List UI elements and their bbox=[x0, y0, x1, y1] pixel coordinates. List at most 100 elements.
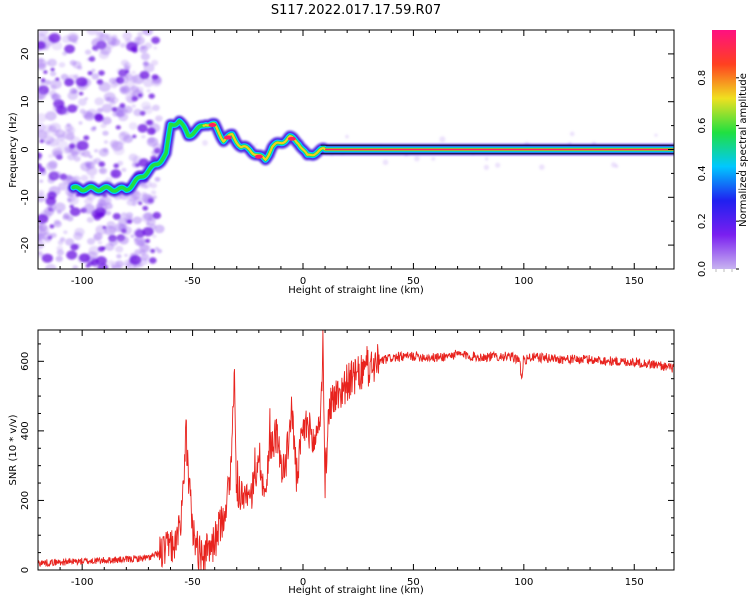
noise-blob bbox=[155, 115, 163, 122]
noise-blob bbox=[94, 97, 104, 106]
noise-blob bbox=[138, 201, 143, 205]
noise-blob bbox=[95, 207, 102, 213]
noise-blob bbox=[84, 160, 92, 167]
noise-blob bbox=[48, 153, 54, 159]
noise-blob bbox=[141, 191, 147, 197]
noise-blob bbox=[104, 225, 116, 236]
noise-blob bbox=[56, 245, 64, 252]
noise-blob bbox=[72, 265, 79, 269]
spectrogram-x-ticks: -100 -50 0 50 100 150 bbox=[37, 30, 657, 287]
noise-blob bbox=[80, 174, 89, 182]
noise-blob bbox=[89, 175, 95, 180]
noise-blob bbox=[146, 89, 151, 93]
spectrogram-x-tick-label: 0 bbox=[300, 276, 306, 287]
noise-blob bbox=[46, 161, 57, 171]
noise-blob bbox=[69, 207, 81, 217]
noise-blob bbox=[123, 65, 131, 71]
noise-blob bbox=[144, 238, 151, 244]
colorbar-tick-label: 0.0 bbox=[697, 261, 708, 277]
noise-blob bbox=[47, 191, 57, 200]
colorbar-tick-label: 0.8 bbox=[697, 70, 708, 86]
snr-x-label: Height of straight line (km) bbox=[288, 585, 424, 596]
noise-blob bbox=[101, 246, 106, 250]
noise-blob bbox=[38, 163, 42, 169]
noise-blob bbox=[141, 101, 151, 110]
noise-blob bbox=[44, 79, 51, 86]
noise-blob bbox=[55, 77, 60, 81]
noise-blob bbox=[115, 245, 124, 253]
noise-blob bbox=[439, 136, 446, 143]
noise-blob bbox=[45, 111, 57, 121]
ridge-hotspot bbox=[223, 135, 232, 140]
noise-blob bbox=[84, 197, 93, 205]
noise-blob bbox=[56, 134, 66, 142]
noise-blob bbox=[62, 215, 69, 220]
noise-blob bbox=[108, 77, 117, 84]
noise-blob bbox=[148, 93, 155, 99]
noise-blob bbox=[121, 225, 132, 235]
noise-blob bbox=[152, 211, 162, 220]
noise-blob bbox=[153, 46, 158, 50]
noise-blob bbox=[69, 60, 77, 66]
noise-blob bbox=[38, 228, 47, 236]
noise-blob bbox=[83, 204, 96, 214]
snr-x-ticks: -100 -50 0 50 100 150 bbox=[37, 330, 657, 588]
noise-blob bbox=[152, 104, 160, 112]
noise-blob bbox=[44, 130, 51, 136]
noise-blob bbox=[86, 238, 96, 245]
noise-blob bbox=[38, 234, 42, 241]
noise-blob bbox=[98, 70, 105, 76]
colorbar-tick-label: 0.4 bbox=[697, 165, 708, 181]
noise-blob bbox=[41, 85, 49, 91]
noise-blob bbox=[90, 159, 97, 165]
noise-blob bbox=[101, 103, 113, 113]
noise-blob bbox=[96, 202, 103, 209]
noise-blob bbox=[118, 131, 130, 141]
noise-blob bbox=[38, 250, 44, 259]
noise-blob bbox=[154, 246, 159, 251]
noise-blob bbox=[147, 137, 155, 144]
noise-blob bbox=[39, 179, 44, 183]
noise-blob bbox=[66, 123, 71, 127]
noise-blob bbox=[105, 33, 112, 39]
noise-blob bbox=[105, 96, 111, 102]
noise-blob bbox=[113, 163, 119, 169]
noise-blob bbox=[58, 62, 66, 68]
noise-blob bbox=[142, 205, 149, 211]
noise-blob bbox=[126, 41, 138, 52]
noise-blob bbox=[89, 55, 95, 60]
noise-blob bbox=[151, 59, 159, 66]
noise-blob bbox=[137, 124, 148, 133]
noise-blob bbox=[152, 143, 163, 152]
noise-blob bbox=[67, 195, 79, 206]
noise-blob bbox=[39, 139, 45, 144]
noise-blob bbox=[122, 86, 129, 92]
noise-blob bbox=[98, 167, 108, 175]
snr-x-tick-label: 0 bbox=[300, 577, 306, 588]
noise-blob bbox=[132, 134, 137, 139]
noise-blob bbox=[154, 224, 165, 234]
noise-blob bbox=[67, 91, 78, 101]
noise-blob bbox=[151, 78, 162, 87]
noise-blob bbox=[99, 195, 112, 206]
noise-blob bbox=[55, 255, 63, 262]
noise-blob bbox=[86, 166, 98, 176]
noise-blob bbox=[110, 169, 122, 179]
noise-blob bbox=[94, 149, 99, 153]
noise-blob bbox=[125, 69, 130, 74]
colorbar-bar bbox=[712, 30, 736, 269]
noise-blob bbox=[142, 227, 154, 237]
noise-blob bbox=[50, 208, 55, 213]
noise-blob bbox=[78, 121, 83, 125]
spectrogram-y-tick-label: 20 bbox=[20, 48, 31, 61]
noise-blob bbox=[54, 202, 66, 212]
noise-blob bbox=[47, 173, 57, 181]
noise-blob bbox=[98, 81, 111, 92]
noise-blob bbox=[202, 140, 208, 146]
noise-blob bbox=[53, 220, 62, 228]
noise-blob bbox=[141, 135, 146, 139]
noise-blob bbox=[88, 155, 93, 159]
noise-blob bbox=[65, 132, 75, 141]
noise-blob bbox=[103, 140, 109, 144]
noise-blob bbox=[115, 125, 121, 130]
